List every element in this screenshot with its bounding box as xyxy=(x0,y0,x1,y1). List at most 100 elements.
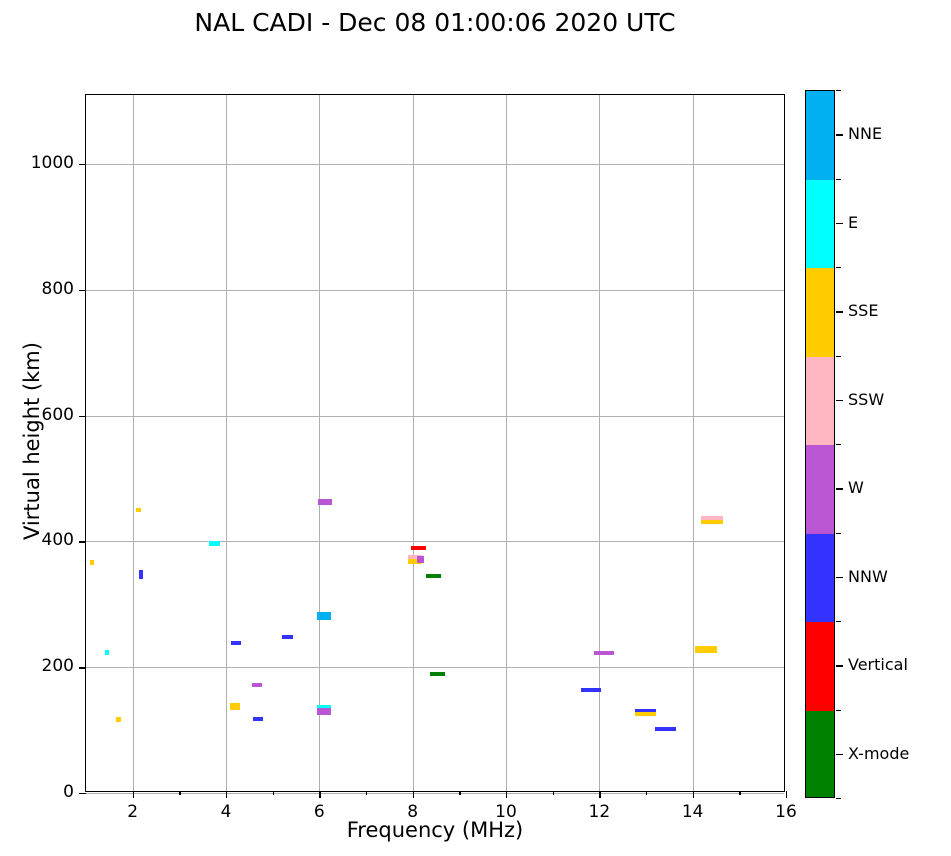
colorbar-separator xyxy=(836,532,841,534)
data-point xyxy=(115,716,122,722)
colorbar-band-vertical xyxy=(806,622,834,711)
data-point xyxy=(231,641,242,646)
data-point xyxy=(634,708,656,714)
data-point xyxy=(104,649,110,655)
x-tick-label: 14 xyxy=(681,802,704,822)
gridline-horizontal xyxy=(86,793,784,794)
gridline-horizontal xyxy=(86,289,784,291)
data-point xyxy=(634,712,656,717)
x-tick-label: 4 xyxy=(220,802,232,822)
data-point xyxy=(136,508,142,513)
colorbar-band-nne xyxy=(806,91,834,180)
x-tick xyxy=(692,791,694,798)
data-point xyxy=(429,671,445,676)
x-tick xyxy=(506,791,508,798)
colorbar-band-w xyxy=(806,445,834,534)
x-tick-label: 2 xyxy=(127,802,139,822)
x-tick-label: 12 xyxy=(588,802,611,822)
data-point xyxy=(594,651,614,656)
y-tick xyxy=(79,667,86,669)
data-point xyxy=(581,687,601,692)
colorbar-tick xyxy=(836,576,843,579)
gridline-vertical xyxy=(412,95,414,791)
colorbar-label-nnw: NNW xyxy=(848,566,888,586)
y-tick-label: 800 xyxy=(41,278,74,299)
x-tick xyxy=(599,791,601,798)
colorbar-separator xyxy=(836,267,841,269)
data-point xyxy=(317,612,331,621)
colorbar-separator xyxy=(836,90,841,92)
x-tick-minor xyxy=(272,791,274,795)
colorbar-label-ssw: SSW xyxy=(848,389,885,409)
colorbar-tick xyxy=(836,399,843,402)
data-point xyxy=(407,555,423,561)
x-tick-minor xyxy=(646,791,648,795)
colorbar-label-x-mode: X-mode xyxy=(848,743,910,763)
colorbar-tick xyxy=(836,665,843,667)
x-axis-label: Frequency (MHz) xyxy=(346,818,524,842)
y-tick-label: 1000 xyxy=(30,153,74,174)
x-tick-label: 16 xyxy=(775,802,797,822)
colorbar-band-e xyxy=(806,179,834,268)
chart-title: NAL CADI - Dec 08 01:00:06 2020 UTC xyxy=(194,8,676,37)
data-point xyxy=(655,727,677,732)
x-tick-minor xyxy=(552,791,554,795)
data-point xyxy=(251,682,262,687)
gridline-vertical xyxy=(319,95,321,791)
data-point xyxy=(317,704,331,710)
data-point xyxy=(209,540,221,546)
x-tick xyxy=(786,791,788,798)
x-tick xyxy=(412,791,414,798)
colorbar-separator xyxy=(836,621,841,623)
colorbar-label-nne: NNE xyxy=(848,124,883,144)
gridline-vertical xyxy=(226,95,227,791)
y-tick xyxy=(79,164,86,166)
data-point xyxy=(417,556,424,564)
gridline-horizontal xyxy=(86,415,784,417)
data-point xyxy=(701,516,724,521)
y-tick-label: 400 xyxy=(41,530,74,551)
x-tick-minor xyxy=(739,791,741,795)
x-tick-label: 10 xyxy=(495,802,517,822)
x-tick-minor xyxy=(179,791,181,795)
gridline-vertical xyxy=(506,95,507,791)
colorbar-tick xyxy=(836,488,843,490)
colorbar-label-w: W xyxy=(848,478,864,498)
y-axis-label: Virtual height (km) xyxy=(20,342,44,540)
colorbar-tick xyxy=(836,134,843,136)
colorbar-band-nnw xyxy=(806,533,834,622)
gridline-vertical xyxy=(599,95,601,791)
x-tick-label: 8 xyxy=(407,802,419,822)
x-tick-minor xyxy=(366,791,368,795)
colorbar-separator xyxy=(836,178,841,180)
colorbar-label-vertical: Vertical xyxy=(848,655,908,675)
y-tick xyxy=(79,793,86,795)
y-tick-label: 600 xyxy=(41,404,74,425)
colorbar-separator xyxy=(836,798,841,800)
x-tick xyxy=(226,791,228,798)
colorbar-band-sse xyxy=(806,268,834,357)
colorbar-label-sse: SSE xyxy=(848,301,879,321)
colorbar-separator xyxy=(836,444,841,446)
data-point xyxy=(694,646,717,654)
data-point xyxy=(410,545,426,550)
data-point xyxy=(317,708,331,716)
colorbar-separator xyxy=(836,355,841,357)
plot-area: 0 200 400 600 800 1000 2 4 6 8 10 12 14 16 xyxy=(31,94,797,822)
data-point xyxy=(252,717,263,722)
y-tick xyxy=(79,415,86,417)
data-point xyxy=(138,570,144,580)
colorbar-separator xyxy=(836,709,841,711)
grid xyxy=(86,95,784,794)
data-point xyxy=(318,499,333,506)
x-tick xyxy=(319,791,321,798)
data-point xyxy=(407,559,423,565)
data-point xyxy=(426,574,442,579)
colorbar-band-x-mode xyxy=(806,710,834,797)
x-tick-label: 6 xyxy=(313,802,325,822)
y-tick-label: 0 xyxy=(63,782,74,802)
data-point xyxy=(701,519,724,524)
colorbar-tick xyxy=(836,311,843,313)
colorbar-band-ssw xyxy=(806,356,834,445)
data-point xyxy=(90,560,94,566)
